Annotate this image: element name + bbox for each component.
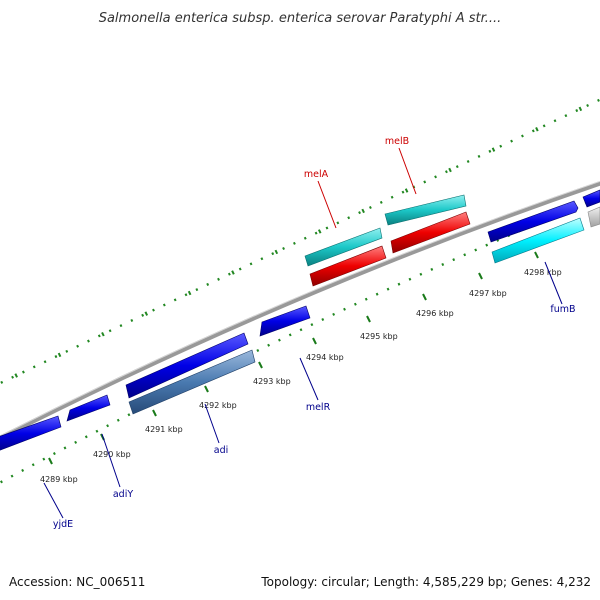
gene-fumB-block[interactable] bbox=[491, 217, 585, 264]
scale-tick-label: 4295 kbp bbox=[360, 332, 398, 341]
gene-label-yjdE[interactable]: yjdE bbox=[53, 519, 73, 530]
genome-backbone-highlight bbox=[0, 180, 600, 437]
gene-melB-block[interactable] bbox=[384, 194, 467, 226]
gene-melA-red-block[interactable] bbox=[309, 245, 387, 287]
scale-tick-label: 4292 kbp bbox=[199, 401, 237, 410]
gene-forward-edge[interactable] bbox=[582, 189, 600, 208]
gene-melR-block[interactable] bbox=[259, 305, 311, 337]
gene-forward-right[interactable] bbox=[487, 200, 579, 243]
gene-label-adi[interactable]: adi bbox=[214, 445, 229, 456]
scale-tick-label: 4289 kbp bbox=[40, 475, 78, 484]
map-title: Salmonella enterica subsp. enterica sero… bbox=[99, 11, 502, 26]
scale-tick-label: 4296 kbp bbox=[416, 309, 454, 318]
gene-grey-edge[interactable] bbox=[587, 206, 600, 228]
scale-tick-label: 4294 kbp bbox=[306, 353, 344, 362]
forward-dotted-track bbox=[0, 98, 600, 385]
gene-reverse-left[interactable] bbox=[0, 415, 62, 451]
accession-label: Accession: NC_006511 bbox=[9, 575, 145, 589]
genome-summary: Topology: circular; Length: 4,585,229 bp… bbox=[260, 575, 591, 589]
scale-tick-label: 4297 kbp bbox=[469, 289, 507, 298]
forward-minor-ticks bbox=[0, 97, 600, 386]
scale-tick-label: 4298 kbp bbox=[524, 268, 562, 277]
gene-label-fumB[interactable]: fumB bbox=[550, 304, 575, 315]
gene-label-melR[interactable]: melR bbox=[306, 402, 331, 413]
gene-melB-red-block[interactable] bbox=[390, 211, 471, 254]
gene-label-melB[interactable]: melB bbox=[385, 136, 409, 147]
gene-label-melA[interactable]: melA bbox=[304, 169, 329, 180]
scale-tick-label: 4293 kbp bbox=[253, 377, 291, 386]
scale-tick-label: 4291 kbp bbox=[145, 425, 183, 434]
gene-leader-lines bbox=[43, 147, 563, 519]
scale-tick-label: 4290 kbp bbox=[93, 450, 131, 459]
scale-tick-marks bbox=[48, 251, 539, 465]
scale-dotted-track bbox=[0, 195, 600, 484]
gene-melA-block[interactable] bbox=[304, 227, 383, 267]
gene-adiY-block[interactable] bbox=[125, 332, 249, 399]
gene-label-adiY[interactable]: adiY bbox=[113, 489, 133, 500]
gene-adi-block[interactable] bbox=[128, 349, 256, 415]
gene-yjdE-block[interactable] bbox=[66, 394, 111, 422]
genome-backbone bbox=[0, 181, 600, 441]
